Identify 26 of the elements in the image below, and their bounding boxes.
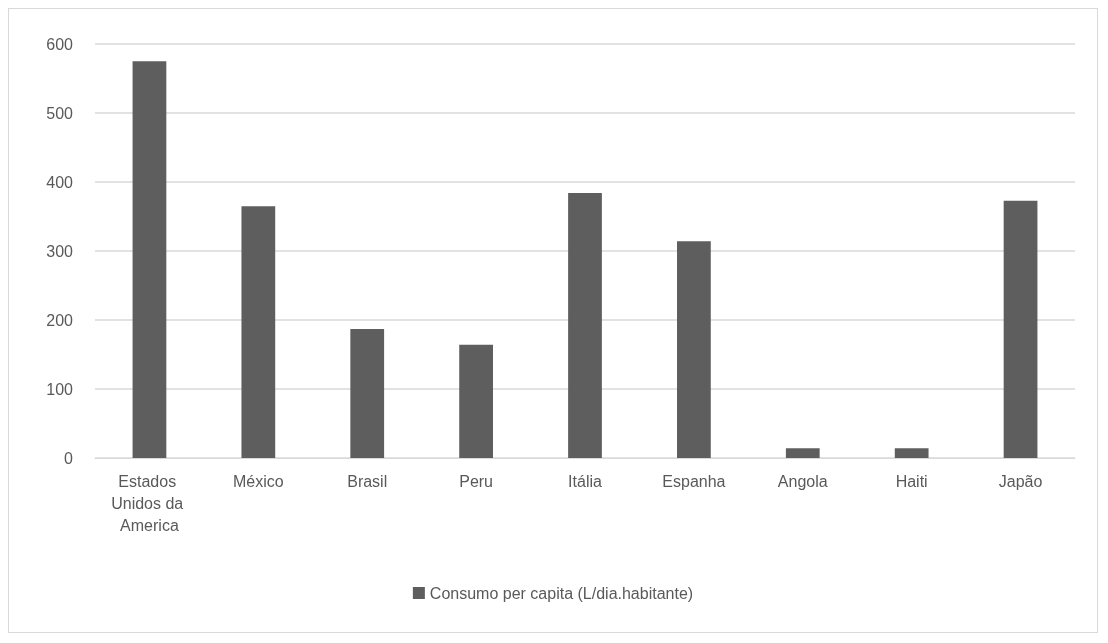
bar <box>1003 200 1038 458</box>
x-tick-label: Espanha <box>662 472 726 490</box>
bar <box>785 448 820 458</box>
y-tick-label: 400 <box>46 173 74 191</box>
x-tick-label: Itália <box>568 472 602 490</box>
bar <box>350 328 385 458</box>
bar <box>241 206 276 458</box>
x-tick-label: Angola <box>777 472 828 490</box>
bar <box>568 193 602 458</box>
y-tick-label: 300 <box>46 242 74 260</box>
bar <box>677 241 711 458</box>
y-tick-label: 200 <box>46 311 74 329</box>
bar <box>894 448 929 458</box>
bar <box>459 344 493 458</box>
y-tick-label: 0 <box>64 449 74 467</box>
y-tick-label: 100 <box>46 380 74 398</box>
y-tick-label: 600 <box>46 35 74 53</box>
x-tick-label: Estados Unidos da America <box>111 472 188 534</box>
legend-label: Consumo per capita (L/dia.habitante) <box>429 584 694 602</box>
bar <box>132 61 167 458</box>
x-tick-label: Japão <box>998 472 1043 490</box>
x-tick-label: México <box>232 472 284 490</box>
x-tick-label: Peru <box>459 472 494 490</box>
x-tick-label: Brasil <box>347 472 388 490</box>
y-tick-label: 500 <box>46 104 74 122</box>
x-tick-label: Haiti <box>895 472 928 490</box>
